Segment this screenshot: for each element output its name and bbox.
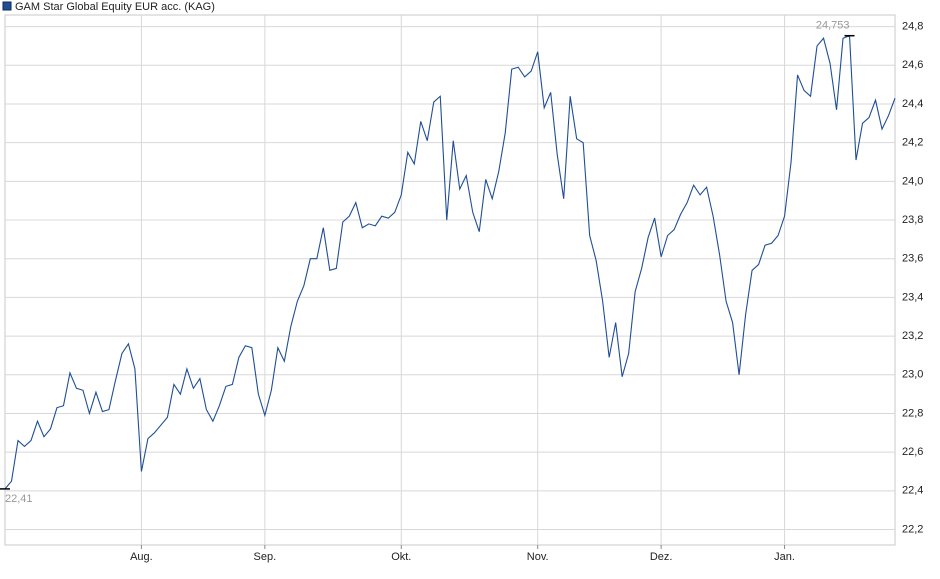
y-tick-label: 22,6 xyxy=(902,446,923,458)
extreme-label: 22,41 xyxy=(5,493,33,505)
x-tick-label: Aug. xyxy=(130,551,153,563)
y-tick-label: 24,6 xyxy=(902,59,923,71)
price-line xyxy=(4,34,896,490)
y-tick-label: 23,2 xyxy=(902,330,923,342)
y-tick-label: 24,8 xyxy=(902,21,923,33)
y-tick-label: 22,8 xyxy=(902,407,923,419)
y-tick-label: 23,4 xyxy=(902,291,923,303)
x-tick-label: Jan. xyxy=(774,551,795,563)
y-tick-label: 22,2 xyxy=(902,523,923,535)
legend-swatch xyxy=(2,1,12,11)
y-tick-label: 24,2 xyxy=(902,137,923,149)
y-tick-label: 23,6 xyxy=(902,253,923,265)
x-tick-label: Nov. xyxy=(527,551,549,563)
y-tick-label: 23,0 xyxy=(902,369,923,381)
x-tick-label: Okt. xyxy=(391,551,411,563)
y-tick-label: 23,8 xyxy=(902,214,923,226)
y-tick-label: 22,4 xyxy=(902,485,923,497)
y-tick-label: 24,0 xyxy=(902,175,923,187)
x-tick-label: Dez. xyxy=(650,551,673,563)
legend-label: GAM Star Global Equity EUR acc. (KAG) xyxy=(15,1,215,13)
x-tick-label: Sep. xyxy=(254,551,277,563)
y-tick-label: 24,4 xyxy=(902,98,923,110)
plot-frame xyxy=(4,14,896,546)
extreme-label: 24,753 xyxy=(816,20,850,32)
